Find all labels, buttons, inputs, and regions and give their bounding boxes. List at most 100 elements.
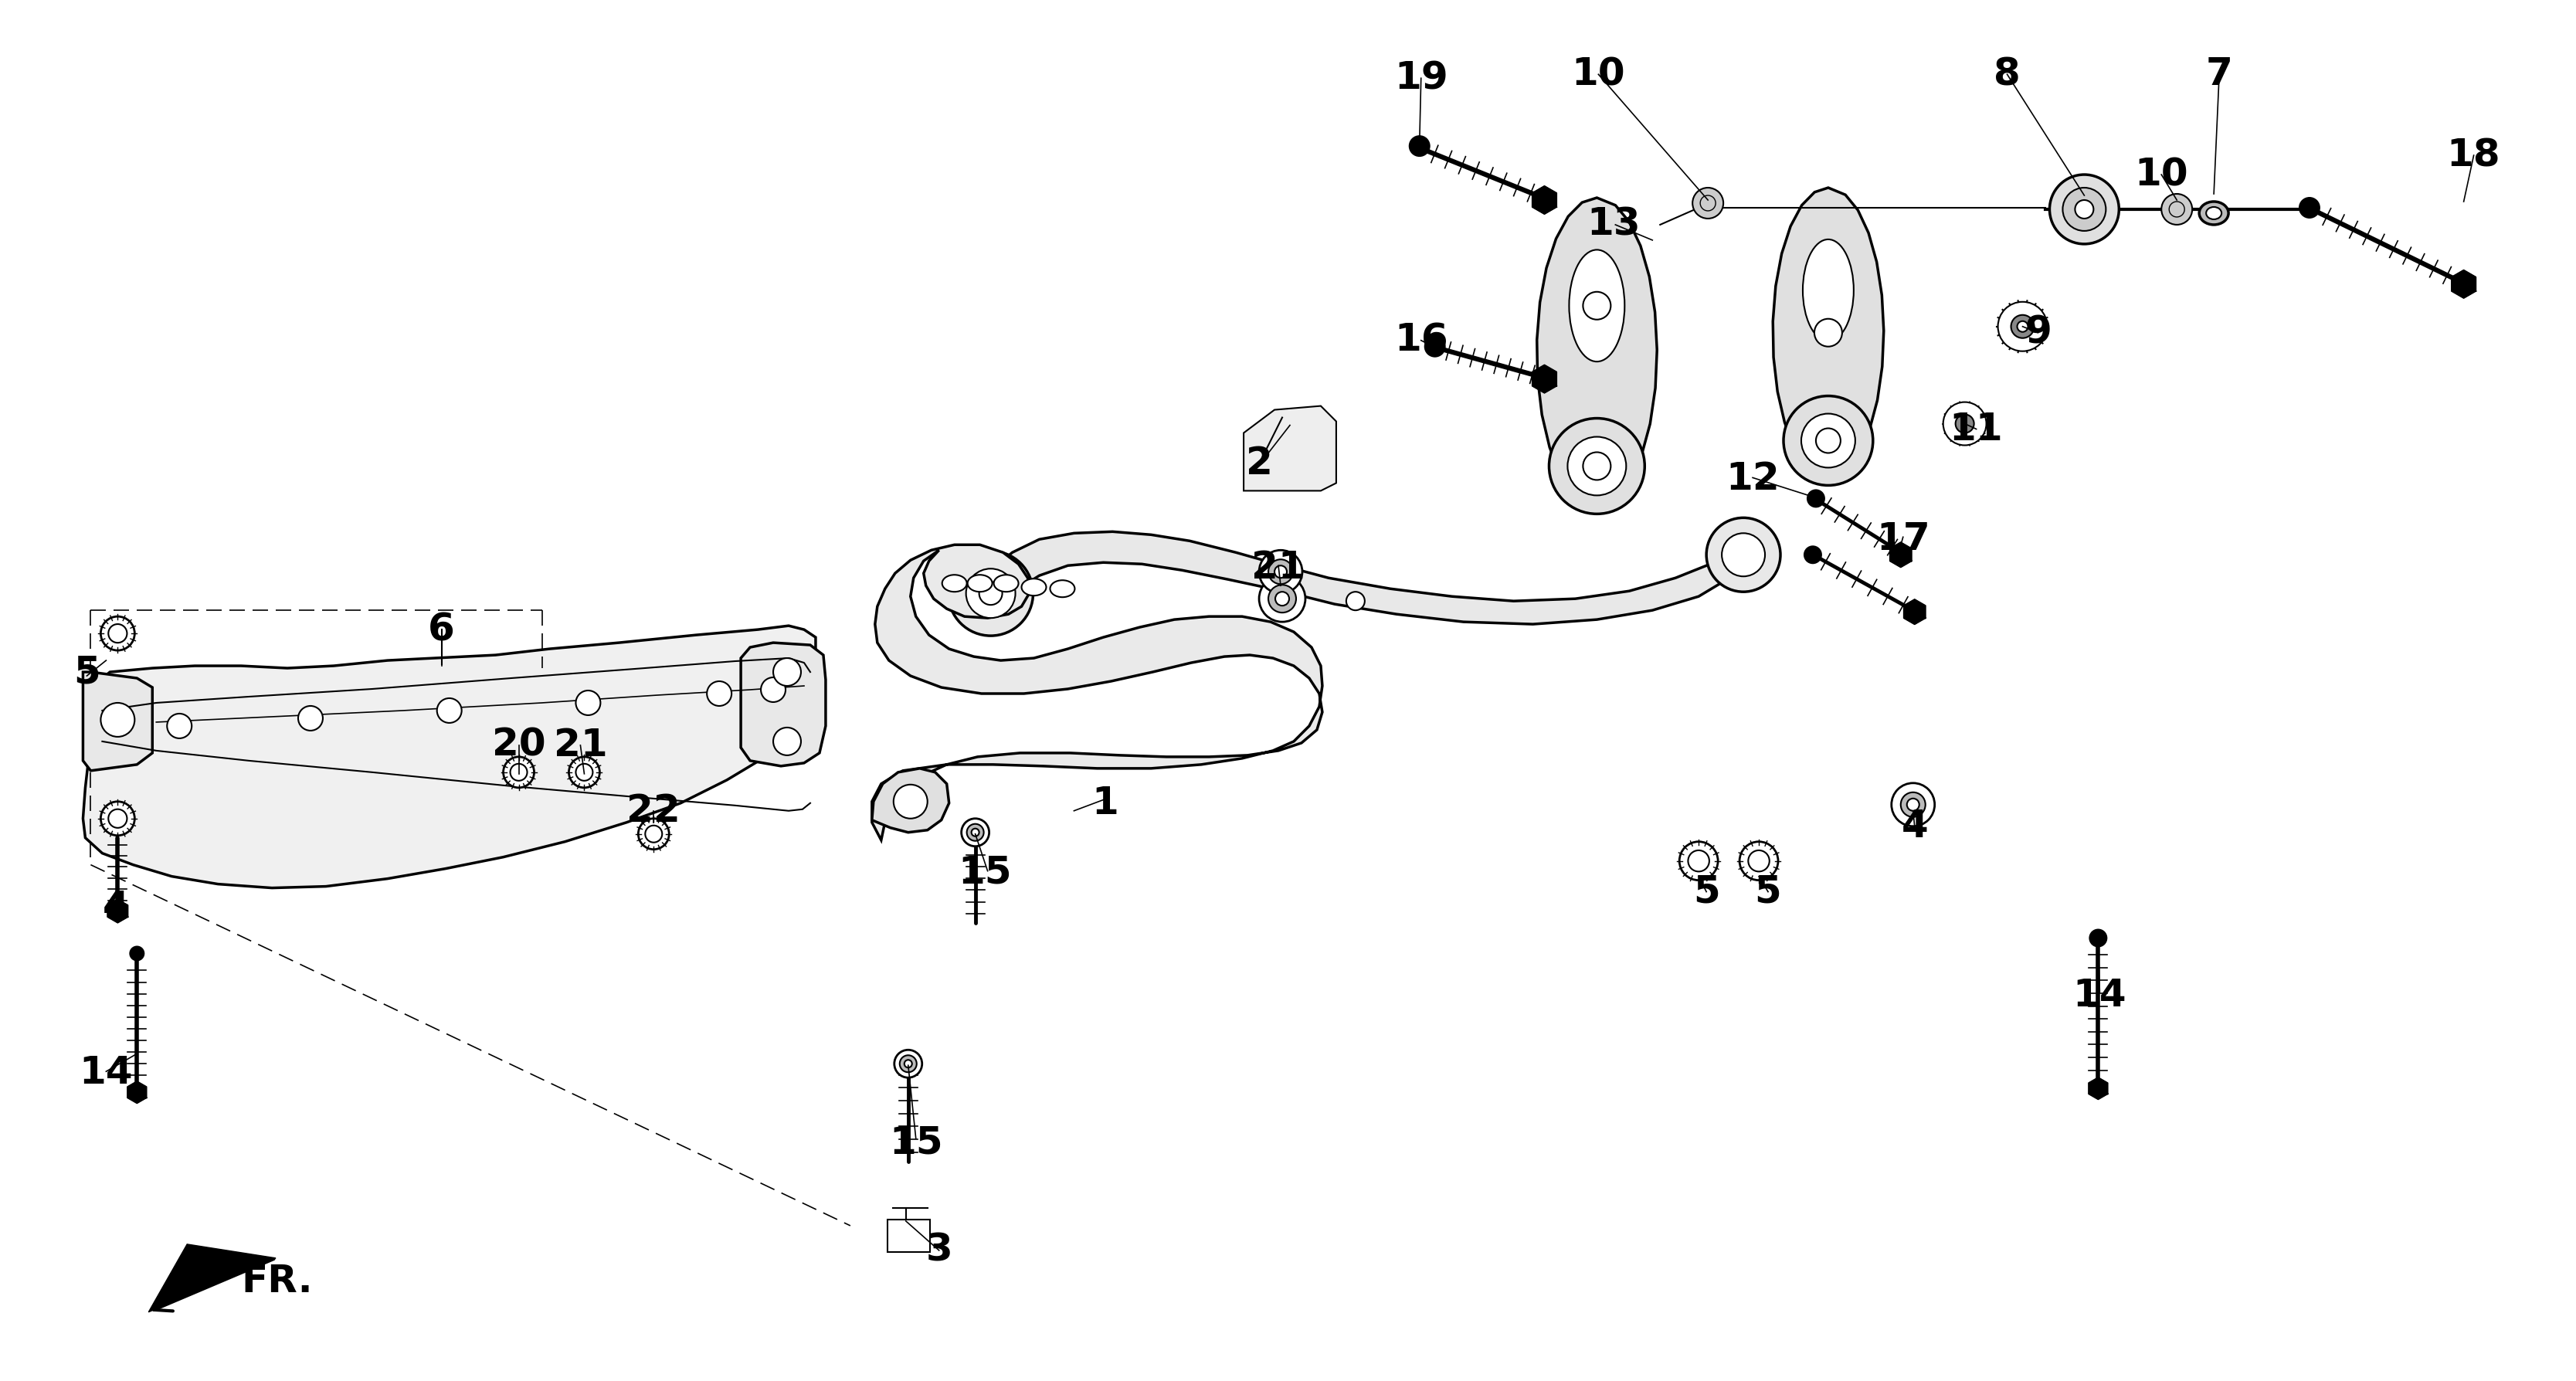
Text: 5: 5 [72,653,100,690]
Circle shape [899,1055,917,1072]
Polygon shape [82,626,819,888]
Circle shape [894,1050,922,1077]
Ellipse shape [994,574,1018,592]
Circle shape [1680,841,1718,880]
Text: 16: 16 [1394,322,1448,359]
Polygon shape [108,899,129,923]
Circle shape [1267,584,1296,613]
Text: 20: 20 [492,726,546,764]
Ellipse shape [1569,250,1625,362]
Text: 21: 21 [1252,550,1306,587]
Polygon shape [82,673,152,771]
Polygon shape [1533,186,1556,214]
Circle shape [1806,489,1826,508]
Circle shape [1569,436,1625,496]
Circle shape [1906,798,1919,811]
Polygon shape [1891,543,1911,568]
Circle shape [1721,533,1765,576]
Circle shape [2050,174,2120,244]
Circle shape [961,819,989,847]
Text: 19: 19 [1394,59,1448,97]
Text: 14: 14 [2074,978,2128,1015]
Text: 10: 10 [1571,55,1625,93]
Circle shape [773,728,801,755]
Circle shape [1425,336,1445,358]
Circle shape [1584,452,1610,481]
Text: 18: 18 [2447,137,2501,174]
Text: 3: 3 [925,1232,953,1269]
Polygon shape [1244,406,1337,490]
Circle shape [1999,302,2048,351]
Circle shape [1955,414,1973,432]
Circle shape [966,569,1015,619]
Circle shape [1901,793,1924,818]
Circle shape [1347,592,1365,610]
Text: 5: 5 [1692,873,1721,910]
Bar [886,1219,930,1253]
Circle shape [1803,545,1821,563]
Text: 4: 4 [1901,808,1927,845]
Text: 2: 2 [1247,445,1273,482]
Polygon shape [129,1081,147,1103]
Circle shape [760,678,786,702]
Text: 1: 1 [1092,784,1118,822]
Circle shape [2161,193,2192,225]
Circle shape [1275,566,1288,577]
Text: 21: 21 [554,726,608,764]
Circle shape [1687,851,1710,871]
Circle shape [1548,418,1643,514]
Text: FR.: FR. [242,1262,312,1300]
Polygon shape [149,1244,276,1312]
Ellipse shape [969,574,992,592]
Ellipse shape [2200,202,2228,225]
Circle shape [1891,783,1935,826]
Text: 11: 11 [1950,410,2004,447]
Circle shape [108,624,126,642]
Polygon shape [1772,188,1883,476]
Text: 9: 9 [2025,313,2050,351]
Circle shape [1801,414,1855,468]
Circle shape [100,703,134,737]
Circle shape [904,1059,912,1068]
Circle shape [1942,402,1986,445]
Circle shape [577,764,592,780]
Circle shape [2012,315,2035,338]
Circle shape [1739,841,1777,880]
Circle shape [1783,396,1873,485]
Polygon shape [1538,197,1656,505]
Circle shape [894,784,927,819]
Ellipse shape [1023,579,1046,595]
Text: 5: 5 [1754,873,1783,910]
Circle shape [2017,322,2027,331]
Circle shape [1584,291,1610,319]
Circle shape [1814,319,1842,347]
Text: 12: 12 [1726,461,1780,497]
Text: 15: 15 [958,853,1012,891]
Text: 15: 15 [889,1124,943,1161]
Circle shape [502,757,533,787]
Circle shape [129,946,144,961]
Circle shape [1816,428,1842,453]
Circle shape [2076,200,2094,218]
Text: 7: 7 [2205,55,2233,93]
Polygon shape [1533,365,1556,392]
Circle shape [1692,188,1723,218]
Circle shape [1267,559,1293,584]
Circle shape [644,826,662,842]
Circle shape [639,819,670,849]
Polygon shape [2452,271,2476,298]
Polygon shape [871,768,948,833]
Circle shape [948,551,1033,635]
Circle shape [510,764,528,780]
Ellipse shape [2205,207,2221,220]
Circle shape [966,824,984,841]
Ellipse shape [1803,239,1855,341]
Polygon shape [742,642,827,766]
Circle shape [1705,518,1780,592]
Circle shape [100,801,134,836]
Text: 22: 22 [626,793,680,830]
Circle shape [706,681,732,706]
Text: 4: 4 [103,888,129,925]
Polygon shape [1904,599,1924,624]
Ellipse shape [943,574,966,592]
